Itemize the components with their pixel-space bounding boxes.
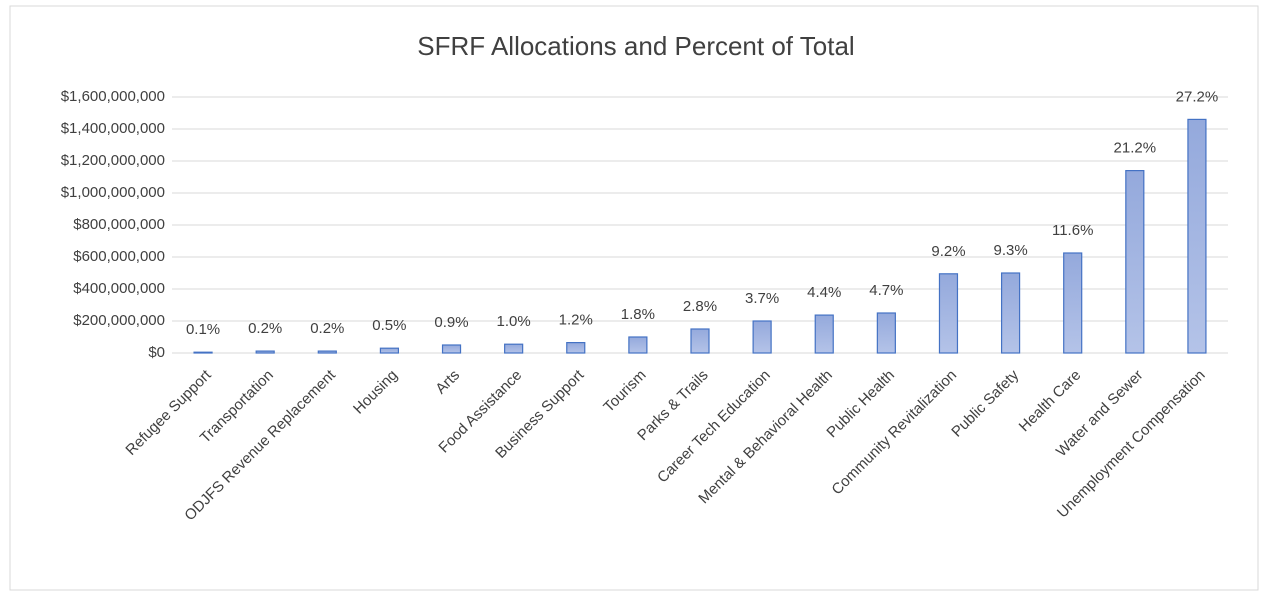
bar: [504, 343, 524, 354]
y-tick-label: $600,000,000: [73, 248, 165, 265]
y-tick-label: $0: [148, 344, 165, 361]
bar: [379, 347, 400, 354]
bar: [255, 350, 275, 354]
data-label: 2.8%: [683, 298, 717, 315]
bar: [1063, 252, 1083, 354]
y-tick-label: $200,000,000: [73, 312, 165, 329]
bar: [1187, 118, 1207, 354]
y-tick-label: $1,400,000,000: [61, 120, 165, 137]
y-tick-label: $800,000,000: [73, 216, 165, 233]
data-label: 1.0%: [497, 313, 531, 330]
data-label: 1.8%: [621, 306, 655, 323]
bar: [317, 350, 337, 354]
y-tick-label: $1,000,000,000: [61, 184, 165, 201]
data-label: 0.2%: [310, 320, 344, 337]
bar: [690, 328, 710, 354]
data-label: 27.2%: [1176, 88, 1219, 105]
bar: [938, 273, 959, 354]
data-label: 0.2%: [248, 320, 282, 337]
chart-title: SFRF Allocations and Percent of Total: [417, 31, 854, 61]
data-label: 9.2%: [931, 243, 965, 260]
data-label: 4.4%: [807, 284, 841, 301]
bar: [566, 342, 586, 354]
bar: [1000, 272, 1021, 354]
data-label: 4.7%: [869, 282, 903, 299]
y-tick-label: $1,200,000,000: [61, 152, 165, 169]
bar: [876, 312, 896, 354]
chart-border: [9, 5, 1259, 591]
y-tick-label: $400,000,000: [73, 280, 165, 297]
bar: [752, 320, 772, 354]
bar: [628, 336, 648, 354]
data-label: 21.2%: [1114, 140, 1157, 157]
data-label: 11.6%: [1052, 222, 1093, 239]
data-label: 1.2%: [559, 312, 593, 329]
data-label: 0.1%: [186, 321, 220, 338]
data-label: 0.5%: [372, 317, 406, 334]
data-label: 3.7%: [745, 290, 779, 307]
bar: [814, 314, 834, 354]
bar: [441, 344, 462, 354]
data-label: 0.9%: [434, 314, 468, 331]
y-tick-label: $1,600,000,000: [61, 88, 165, 105]
bar: [1125, 170, 1145, 354]
data-label: 9.3%: [993, 242, 1027, 259]
bar: [193, 351, 213, 354]
